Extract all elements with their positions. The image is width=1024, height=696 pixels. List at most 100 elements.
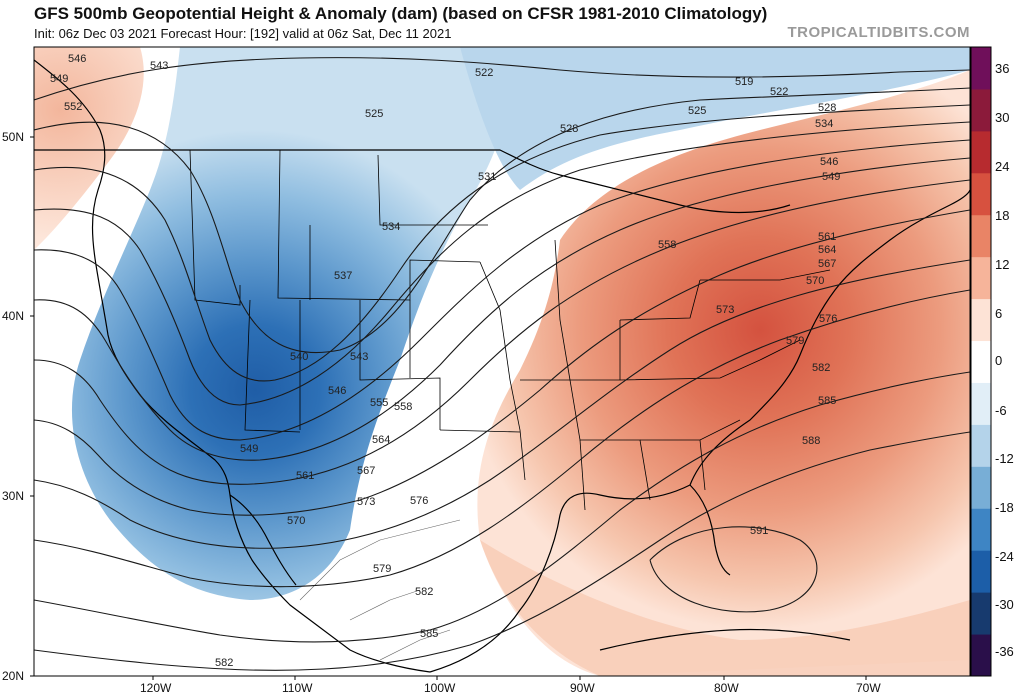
contour-label-582: 582 bbox=[415, 586, 433, 598]
lat-label-20n: 20N bbox=[2, 669, 24, 683]
init-info: Init: 06z Dec 03 2021 Forecast Hour: [19… bbox=[34, 26, 452, 41]
contour-label-585: 585 bbox=[420, 628, 438, 640]
colorbar-swatch bbox=[971, 47, 991, 90]
colorbar-swatch bbox=[971, 550, 991, 593]
contour-label-573: 573 bbox=[357, 496, 375, 508]
colorbar-label: 36 bbox=[995, 61, 1009, 76]
contour-label-588: 588 bbox=[802, 435, 820, 447]
contour-labels: 546 549 543 552 522 525 528 519 522 525 … bbox=[50, 53, 840, 669]
contour-label-561b: 561 bbox=[818, 231, 836, 243]
colorbar-swatch bbox=[971, 382, 991, 425]
contour-label-528a: 528 bbox=[560, 123, 578, 135]
contour-label-543: 543 bbox=[150, 60, 168, 72]
contour-label-567: 567 bbox=[357, 465, 375, 477]
colorbar-swatch bbox=[971, 508, 991, 551]
contour-label-522b: 522 bbox=[770, 86, 788, 98]
colorbar-swatch bbox=[971, 466, 991, 509]
chart-title: GFS 500mb Geopotential Height & Anomaly … bbox=[34, 4, 768, 23]
coastlines bbox=[34, 59, 970, 673]
contour-label-567b: 567 bbox=[818, 258, 836, 270]
contour-label-537: 537 bbox=[334, 270, 352, 282]
anomaly-positive-ridge bbox=[477, 70, 970, 676]
contour-label-582c: 582 bbox=[812, 362, 830, 374]
colorbar: 36 30 24 18 12 6 0 -6 -12 -18 -24 -30 -36 bbox=[970, 46, 1014, 677]
contour-label-573b: 573 bbox=[716, 304, 734, 316]
colorbar-label: 6 bbox=[995, 306, 1002, 321]
contour-label-570: 570 bbox=[287, 515, 305, 527]
contour-label-558b: 558 bbox=[658, 239, 676, 251]
colorbar-swatch bbox=[971, 88, 991, 132]
colorbar-label: -24 bbox=[995, 549, 1014, 564]
colorbar-label: -18 bbox=[995, 500, 1014, 515]
anomaly-positive-south bbox=[480, 540, 970, 676]
anomaly-positive-northwest bbox=[34, 47, 144, 250]
colorbar-label: -12 bbox=[995, 451, 1014, 466]
colorbar-label: -36 bbox=[995, 644, 1014, 659]
longitude-labels: 120W 110W 100W 90W 80W 70W bbox=[140, 676, 881, 695]
contour-label-564: 564 bbox=[372, 434, 390, 446]
contour-label-576b: 576 bbox=[819, 313, 837, 325]
colorbar-label: 0 bbox=[995, 353, 1002, 368]
lon-label-80w: 80W bbox=[714, 681, 739, 695]
contour-label-528b: 528 bbox=[818, 102, 836, 114]
colorbar-swatch bbox=[971, 256, 991, 300]
contour-label-525a: 525 bbox=[365, 108, 383, 120]
mexico-borders bbox=[299, 519, 461, 661]
contour-label-579: 579 bbox=[373, 563, 391, 575]
state-borders bbox=[189, 149, 831, 511]
contour-label-579b: 579 bbox=[786, 335, 804, 347]
contour-label-555: 555 bbox=[370, 397, 388, 409]
anomaly-negative-north bbox=[460, 47, 970, 190]
colorbar-swatch bbox=[971, 340, 991, 383]
contour-label-591: 591 bbox=[750, 525, 768, 537]
height-contours bbox=[34, 57, 970, 671]
contour-label-546b: 546 bbox=[328, 385, 346, 397]
colorbar-label: -6 bbox=[995, 403, 1007, 418]
lon-label-110w: 110W bbox=[282, 681, 313, 695]
lat-label-40n: 40N bbox=[2, 309, 24, 323]
contour-label-546: 546 bbox=[820, 156, 838, 168]
colorbar-label: 30 bbox=[995, 110, 1009, 125]
brand-watermark: TROPICALTIDBITS.COM bbox=[787, 24, 970, 41]
contour-label-nw2: 549 bbox=[50, 73, 68, 85]
contour-label-543b: 543 bbox=[350, 351, 368, 363]
contour-label-nw: 546 bbox=[68, 53, 86, 65]
contour-label-558: 558 bbox=[394, 401, 412, 413]
contour-label-549b: 549 bbox=[240, 443, 258, 455]
colorbar-swatch bbox=[971, 298, 991, 342]
colorbar-label: 12 bbox=[995, 257, 1009, 272]
colorbar-swatch bbox=[971, 592, 991, 635]
contour-label-540: 540 bbox=[290, 351, 308, 363]
colorbar-frame bbox=[970, 46, 992, 677]
latitude-labels: 50N 40N 30N 20N bbox=[2, 130, 34, 683]
colorbar-label: 24 bbox=[995, 159, 1009, 174]
colorbar-swatch bbox=[971, 172, 991, 216]
contour-label-570b: 570 bbox=[806, 275, 824, 287]
lon-label-100w: 100W bbox=[424, 681, 456, 695]
lon-label-70w: 70W bbox=[856, 681, 881, 695]
contour-label-522: 522 bbox=[475, 67, 493, 79]
colorbar-swatch bbox=[971, 634, 991, 677]
contour-label-552: 552 bbox=[64, 101, 82, 113]
contour-label-534: 534 bbox=[815, 118, 833, 130]
plot-frame bbox=[33, 46, 971, 677]
contour-label-519: 519 bbox=[735, 76, 753, 88]
lon-label-120w: 120W bbox=[140, 681, 172, 695]
lon-label-90w: 90W bbox=[570, 681, 595, 695]
lat-label-30n: 30N bbox=[2, 489, 24, 503]
colorbar-swatch bbox=[971, 130, 991, 174]
contour-label-561: 561 bbox=[296, 470, 314, 482]
contour-label-582b: 582 bbox=[215, 657, 233, 669]
anomaly-negative-trough bbox=[71, 47, 520, 600]
map-plot-area: 546 549 543 552 522 525 528 519 522 525 … bbox=[34, 47, 970, 676]
contour-label-525b: 525 bbox=[688, 105, 706, 117]
lat-label-50n: 50N bbox=[2, 130, 24, 144]
colorbar-swatch bbox=[971, 214, 991, 258]
contour-label-564b: 564 bbox=[818, 244, 836, 256]
contour-label-534b: 534 bbox=[382, 221, 400, 233]
colorbar-swatch bbox=[971, 424, 991, 467]
contour-label-531: 531 bbox=[478, 171, 496, 183]
colorbar-label: -30 bbox=[995, 597, 1014, 612]
colorbar-label: 18 bbox=[995, 208, 1009, 223]
